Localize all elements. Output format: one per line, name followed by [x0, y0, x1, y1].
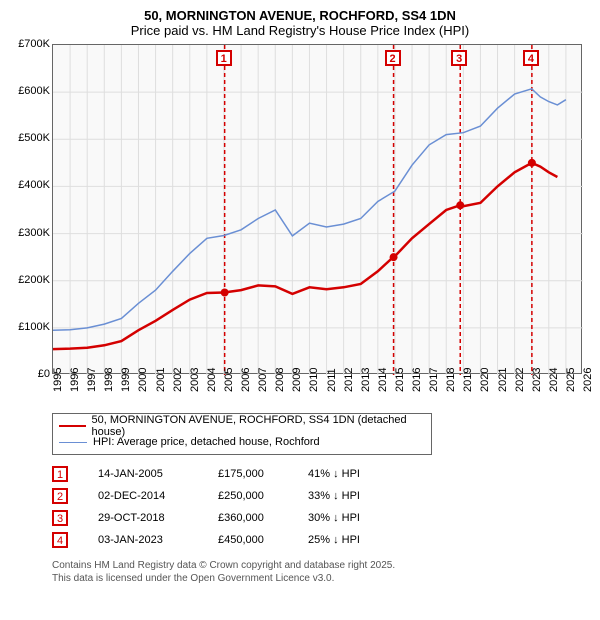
- plot-area: [52, 44, 582, 374]
- legend-label-1: HPI: Average price, detached house, Roch…: [93, 436, 320, 448]
- table-marker-icon: 4: [52, 532, 68, 548]
- y-axis-label: £700K: [10, 38, 50, 50]
- y-axis-label: £500K: [10, 132, 50, 144]
- sale-date: 29-OCT-2018: [98, 512, 218, 524]
- sale-price: £175,000: [218, 468, 308, 480]
- chart-marker-3: 3: [451, 50, 467, 66]
- y-axis-label: £300K: [10, 227, 50, 239]
- sales-table: 1 14-JAN-2005£175,00041% ↓ HPI 2 02-DEC-201…: [52, 463, 472, 551]
- chart-title-line1: 50, MORNINGTON AVENUE, ROCHFORD, SS4 1DN: [10, 8, 590, 23]
- sale-diff: 30% ↓ HPI: [308, 512, 398, 524]
- chart-area: £0£100K£200K£300K£400K£500K£600K£700K 19…: [10, 44, 590, 409]
- table-marker-icon: 2: [52, 488, 68, 504]
- sale-diff: 25% ↓ HPI: [308, 534, 398, 546]
- footer: Contains HM Land Registry data © Crown c…: [52, 559, 590, 585]
- sale-diff: 33% ↓ HPI: [308, 490, 398, 502]
- y-axis-label: £400K: [10, 179, 50, 191]
- sale-price: £360,000: [218, 512, 308, 524]
- chart-marker-1: 1: [216, 50, 232, 66]
- sale-price: £450,000: [218, 534, 308, 546]
- y-axis-label: £200K: [10, 274, 50, 286]
- legend-swatch-1: [59, 442, 87, 443]
- chart-marker-4: 4: [523, 50, 539, 66]
- chart-container: 50, MORNINGTON AVENUE, ROCHFORD, SS4 1DN…: [0, 0, 600, 620]
- legend-row-0: 50, MORNINGTON AVENUE, ROCHFORD, SS4 1DN…: [59, 418, 425, 434]
- table-marker-icon: 3: [52, 510, 68, 526]
- x-axis-label: 2026: [582, 380, 600, 392]
- table-marker-icon: 1: [52, 466, 68, 482]
- footer-line1: Contains HM Land Registry data © Crown c…: [52, 559, 590, 572]
- legend-label-0: 50, MORNINGTON AVENUE, ROCHFORD, SS4 1DN…: [92, 414, 425, 438]
- sale-date: 03-JAN-2023: [98, 534, 218, 546]
- table-row: 2 02-DEC-2014£250,00033% ↓ HPI: [52, 485, 472, 507]
- legend: 50, MORNINGTON AVENUE, ROCHFORD, SS4 1DN…: [52, 413, 432, 455]
- y-axis-label: £100K: [10, 321, 50, 333]
- chart-title-line2: Price paid vs. HM Land Registry's House …: [10, 23, 590, 38]
- y-axis-label: £600K: [10, 85, 50, 97]
- sale-price: £250,000: [218, 490, 308, 502]
- sale-date: 14-JAN-2005: [98, 468, 218, 480]
- table-row: 1 14-JAN-2005£175,00041% ↓ HPI: [52, 463, 472, 485]
- table-row: 3 29-OCT-2018£360,00030% ↓ HPI: [52, 507, 472, 529]
- chart-marker-2: 2: [385, 50, 401, 66]
- y-axis-label: £0: [10, 368, 50, 380]
- legend-swatch-0: [59, 425, 86, 427]
- footer-line2: This data is licensed under the Open Gov…: [52, 572, 590, 585]
- title-block: 50, MORNINGTON AVENUE, ROCHFORD, SS4 1DN…: [10, 8, 590, 38]
- sale-date: 02-DEC-2014: [98, 490, 218, 502]
- table-row: 4 03-JAN-2023£450,00025% ↓ HPI: [52, 529, 472, 551]
- sale-diff: 41% ↓ HPI: [308, 468, 398, 480]
